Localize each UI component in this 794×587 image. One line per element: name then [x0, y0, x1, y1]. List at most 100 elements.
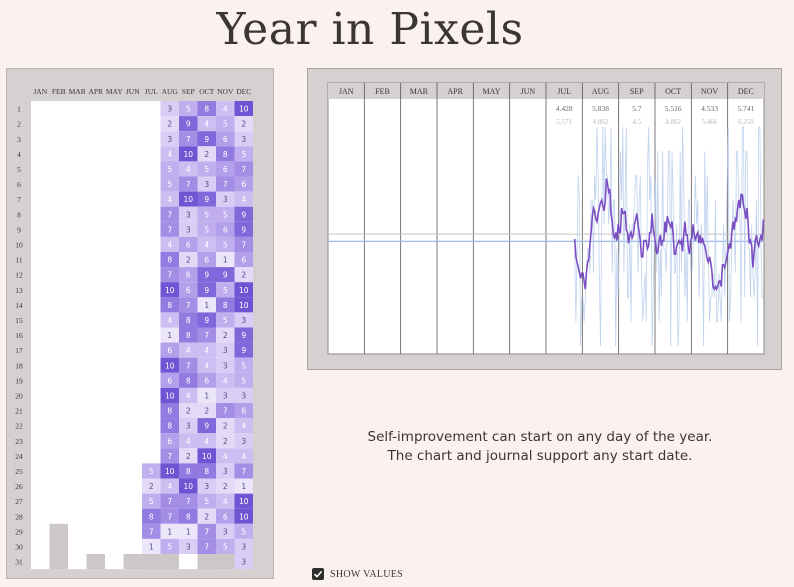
day-pixel[interactable]	[197, 463, 217, 479]
day-pixel[interactable]	[179, 146, 198, 162]
day-pixel[interactable]	[216, 206, 235, 222]
day-pixel[interactable]	[160, 191, 180, 207]
day-pixel[interactable]	[197, 236, 217, 252]
day-pixel[interactable]	[160, 403, 180, 419]
day-pixel[interactable]	[216, 297, 235, 313]
day-pixel[interactable]	[197, 161, 217, 177]
day-pixel[interactable]	[234, 176, 254, 192]
day-pixel[interactable]	[160, 327, 180, 343]
day-pixel[interactable]	[234, 523, 254, 539]
day-pixel[interactable]	[234, 297, 254, 313]
day-pixel[interactable]	[216, 116, 235, 132]
day-pixel[interactable]	[234, 387, 254, 403]
day-pixel[interactable]	[197, 252, 217, 268]
day-pixel[interactable]	[160, 523, 180, 539]
day-pixel[interactable]	[216, 267, 235, 283]
day-pixel[interactable]	[179, 357, 198, 373]
day-pixel[interactable]	[216, 176, 235, 192]
day-pixel[interactable]	[179, 538, 198, 554]
day-pixel[interactable]	[160, 206, 180, 222]
day-pixel[interactable]	[234, 554, 254, 570]
day-pixel[interactable]	[197, 327, 217, 343]
day-pixel[interactable]	[234, 161, 254, 177]
day-pixel[interactable]	[160, 508, 180, 524]
day-pixel[interactable]	[179, 342, 198, 358]
day-pixel[interactable]	[197, 403, 217, 419]
day-pixel[interactable]	[197, 176, 217, 192]
day-pixel[interactable]	[179, 221, 198, 237]
day-pixel[interactable]	[234, 448, 254, 464]
day-pixel[interactable]	[216, 282, 235, 298]
day-pixel[interactable]	[197, 372, 217, 388]
day-pixel[interactable]	[234, 267, 254, 283]
day-pixel[interactable]	[197, 101, 217, 117]
day-pixel[interactable]	[216, 101, 235, 117]
day-pixel[interactable]	[216, 342, 235, 358]
day-pixel[interactable]	[234, 116, 254, 132]
show-values-checkbox[interactable]	[312, 568, 324, 580]
day-pixel[interactable]	[179, 403, 198, 419]
day-pixel[interactable]	[197, 297, 217, 313]
day-pixel[interactable]	[216, 387, 235, 403]
day-pixel[interactable]	[234, 433, 254, 449]
day-pixel[interactable]	[216, 161, 235, 177]
day-pixel[interactable]	[216, 236, 235, 252]
day-pixel[interactable]	[160, 448, 180, 464]
day-pixel[interactable]	[160, 221, 180, 237]
day-pixel[interactable]	[216, 327, 235, 343]
day-pixel[interactable]	[234, 342, 254, 358]
day-pixel[interactable]	[197, 282, 217, 298]
day-pixel[interactable]	[160, 538, 180, 554]
day-pixel[interactable]	[234, 418, 254, 434]
day-pixel[interactable]	[197, 448, 217, 464]
day-pixel[interactable]	[197, 523, 217, 539]
day-pixel[interactable]	[234, 538, 254, 554]
day-pixel[interactable]	[179, 508, 198, 524]
day-pixel[interactable]	[197, 493, 217, 509]
day-pixel[interactable]	[197, 538, 217, 554]
day-pixel[interactable]	[179, 252, 198, 268]
day-pixel[interactable]	[234, 282, 254, 298]
day-pixel[interactable]	[216, 448, 235, 464]
day-pixel[interactable]	[179, 101, 198, 117]
day-pixel[interactable]	[216, 493, 235, 509]
day-pixel[interactable]	[160, 342, 180, 358]
day-pixel[interactable]	[197, 146, 217, 162]
day-pixel[interactable]	[179, 433, 198, 449]
day-pixel[interactable]	[179, 493, 198, 509]
day-pixel[interactable]	[216, 403, 235, 419]
day-pixel[interactable]	[234, 221, 254, 237]
day-pixel[interactable]	[197, 267, 217, 283]
day-pixel[interactable]	[160, 478, 180, 494]
day-pixel[interactable]	[197, 191, 217, 207]
day-pixel[interactable]	[216, 508, 235, 524]
day-pixel[interactable]	[160, 297, 180, 313]
day-pixel[interactable]	[216, 478, 235, 494]
day-pixel[interactable]	[160, 372, 180, 388]
day-pixel[interactable]	[160, 252, 180, 268]
day-pixel[interactable]	[234, 508, 254, 524]
day-pixel[interactable]	[160, 433, 180, 449]
day-pixel[interactable]	[179, 282, 198, 298]
day-pixel[interactable]	[197, 116, 217, 132]
day-pixel[interactable]	[160, 176, 180, 192]
day-pixel[interactable]	[197, 221, 217, 237]
day-pixel[interactable]	[179, 523, 198, 539]
day-pixel[interactable]	[216, 191, 235, 207]
show-values-toggle[interactable]: SHOW VALUES	[312, 567, 403, 581]
day-pixel[interactable]	[197, 357, 217, 373]
day-pixel[interactable]	[197, 387, 217, 403]
day-pixel[interactable]	[234, 327, 254, 343]
day-pixel[interactable]	[216, 221, 235, 237]
day-pixel[interactable]	[142, 538, 161, 554]
day-pixel[interactable]	[179, 372, 198, 388]
day-pixel[interactable]	[179, 327, 198, 343]
day-pixel[interactable]	[216, 357, 235, 373]
day-pixel[interactable]	[197, 206, 217, 222]
day-pixel[interactable]	[216, 146, 235, 162]
day-pixel[interactable]	[216, 312, 235, 328]
day-pixel[interactable]	[197, 342, 217, 358]
day-pixel[interactable]	[160, 282, 180, 298]
day-pixel[interactable]	[160, 463, 180, 479]
day-pixel[interactable]	[179, 236, 198, 252]
